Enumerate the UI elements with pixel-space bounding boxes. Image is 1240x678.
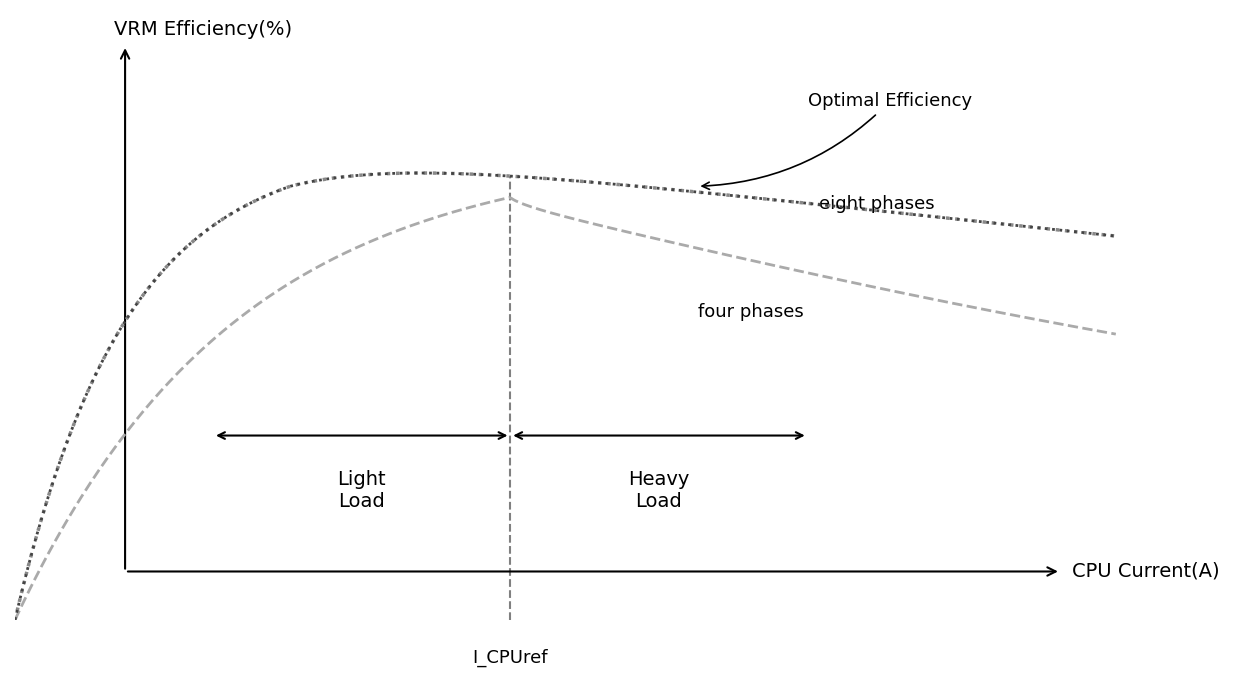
- Text: Light
Load: Light Load: [337, 470, 386, 511]
- Text: four phases: four phases: [698, 303, 804, 321]
- Text: eight phases: eight phases: [818, 195, 934, 213]
- Text: VRM Efficiency(%): VRM Efficiency(%): [114, 20, 293, 39]
- Text: I_CPUref: I_CPUref: [472, 649, 548, 667]
- Text: CPU Current(A): CPU Current(A): [1071, 562, 1219, 581]
- Text: Heavy
Load: Heavy Load: [629, 470, 689, 511]
- Text: Optimal Efficiency: Optimal Efficiency: [702, 92, 972, 189]
